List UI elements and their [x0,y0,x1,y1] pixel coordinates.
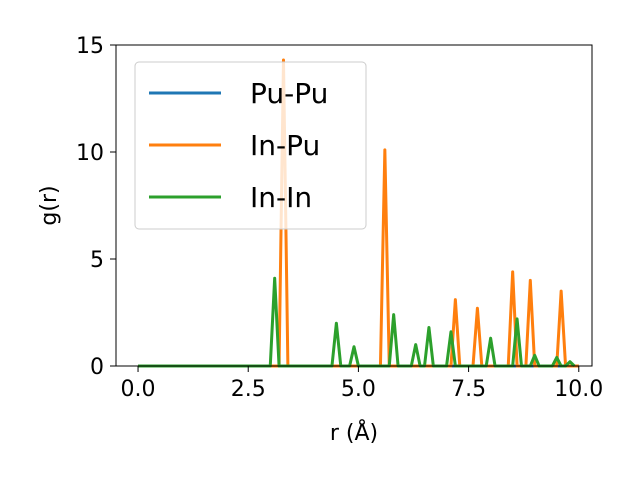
legend-label: In-In [250,181,312,214]
y-tick-label: 0 [90,355,104,380]
legend: Pu-Pu In-Pu In-In [134,61,367,230]
y-tick-label: 10 [76,141,104,166]
x-tick-label: 10.0 [554,377,603,402]
y-axis: 0 5 10 15 [76,34,116,380]
x-tick-label: 2.5 [231,377,266,402]
legend-box [134,61,367,230]
y-tick-label: 5 [90,248,104,273]
x-tick-label: 7.5 [451,377,486,402]
x-tick-label: 5.0 [341,377,376,402]
y-tick-label: 15 [76,34,104,59]
plot-frame [115,44,593,367]
y-axis-label: g(r) [37,185,62,225]
legend-label: In-Pu [250,129,320,162]
x-tick-label: 0.0 [121,377,156,402]
legend-label: Pu-Pu [250,77,328,110]
x-axis: 0.0 2.5 5.0 7.5 10.0 [121,366,603,402]
x-axis-label: r (Å) [330,419,378,446]
